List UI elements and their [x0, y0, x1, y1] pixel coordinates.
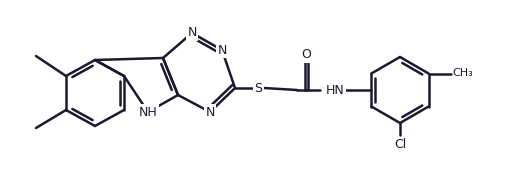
- Text: HN: HN: [326, 84, 345, 96]
- Text: N: N: [217, 43, 227, 56]
- Text: S: S: [254, 82, 262, 95]
- Text: N: N: [187, 26, 197, 40]
- Text: N: N: [217, 43, 227, 56]
- Text: NH: NH: [139, 105, 157, 118]
- Text: S: S: [254, 82, 262, 95]
- Text: NH: NH: [139, 105, 157, 118]
- Text: Cl: Cl: [394, 139, 406, 151]
- Text: N: N: [187, 26, 197, 40]
- Text: Cl: Cl: [394, 139, 406, 151]
- Text: O: O: [301, 49, 311, 61]
- Text: HN: HN: [326, 84, 345, 96]
- Text: O: O: [301, 49, 311, 61]
- Text: CH₃: CH₃: [453, 68, 473, 79]
- Text: N: N: [205, 105, 215, 118]
- Text: N: N: [205, 105, 215, 118]
